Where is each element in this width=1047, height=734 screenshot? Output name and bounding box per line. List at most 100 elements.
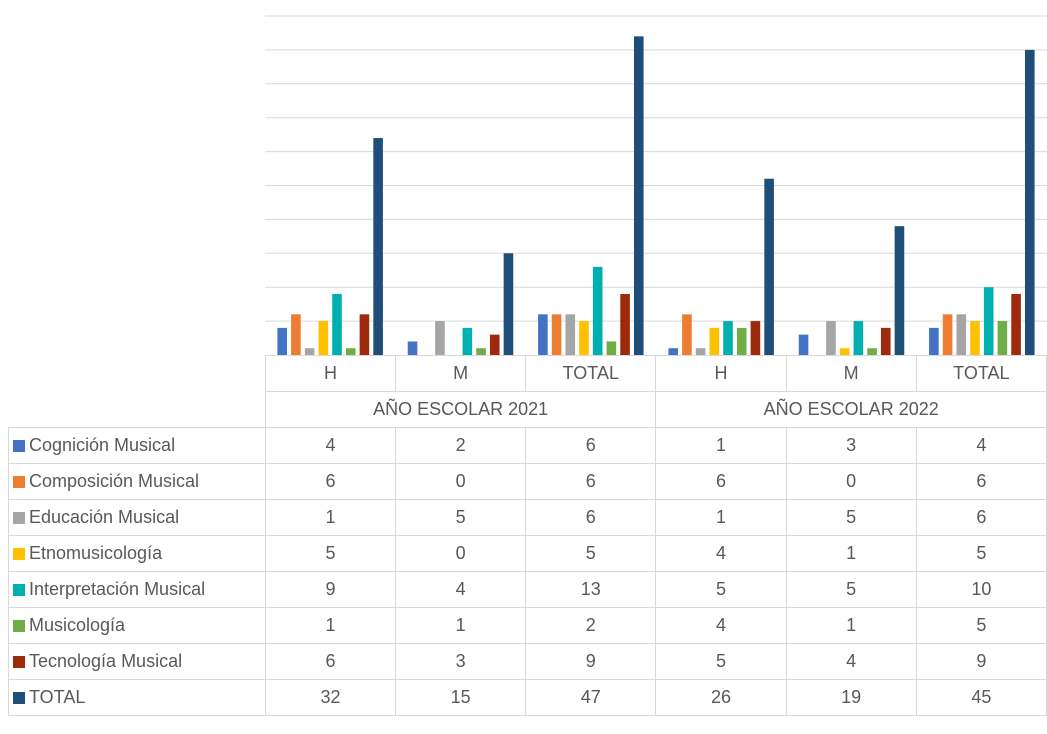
bar xyxy=(592,266,603,355)
bar xyxy=(764,178,774,355)
legend-entry: Tecnología Musical xyxy=(8,643,266,680)
series-label: Etnomusicología xyxy=(29,543,163,563)
bar xyxy=(359,314,370,355)
data-label: 4 xyxy=(264,427,397,464)
data-label: 6 xyxy=(525,499,657,536)
data-label: 45 xyxy=(915,679,1047,716)
table-row: TOTAL 32 15 47 26 19 45 xyxy=(8,679,1047,716)
bar xyxy=(867,348,877,355)
data-label: 19 xyxy=(785,679,917,716)
data-label: 13 xyxy=(525,571,657,608)
x-tick-label: H xyxy=(655,355,787,392)
bar xyxy=(750,321,761,355)
bar xyxy=(853,321,864,355)
data-label: 6 xyxy=(915,463,1047,500)
bar xyxy=(983,287,994,355)
data-label: 1 xyxy=(264,607,397,644)
bar xyxy=(723,321,733,355)
table-row: Musicología 1 1 2 4 1 5 xyxy=(8,607,1047,644)
group-label: AÑO ESCOLAR 2021 xyxy=(264,391,657,428)
series-label: Cognición Musical xyxy=(29,435,176,455)
data-label: 6 xyxy=(525,427,657,464)
data-label: 5 xyxy=(264,535,397,572)
data-label: 32 xyxy=(264,679,397,716)
bar xyxy=(942,314,953,355)
bar xyxy=(668,348,679,355)
bar xyxy=(435,321,445,355)
data-label: 6 xyxy=(525,463,657,500)
data-label: 4 xyxy=(655,535,787,572)
legend-swatch xyxy=(13,656,25,668)
series-label: Interpretación Musical xyxy=(29,579,206,599)
table-row: Etnomusicología 5 0 5 4 1 5 xyxy=(8,535,1047,572)
data-label: 1 xyxy=(395,607,527,644)
series-label: Tecnología Musical xyxy=(29,651,183,671)
bar xyxy=(695,348,706,355)
data-label: 6 xyxy=(915,499,1047,536)
x-tick-label: TOTAL xyxy=(915,355,1047,392)
bar xyxy=(318,321,329,355)
data-label: 1 xyxy=(655,499,787,536)
bar xyxy=(839,348,850,355)
data-label: 2 xyxy=(395,427,527,464)
bar xyxy=(736,327,747,355)
bar xyxy=(345,348,356,355)
data-label: 5 xyxy=(525,535,657,572)
data-label: 26 xyxy=(655,679,787,716)
data-label: 4 xyxy=(785,643,917,680)
bar xyxy=(332,293,342,355)
legend-swatch xyxy=(13,476,25,488)
bar xyxy=(565,314,576,355)
bar xyxy=(1011,293,1021,355)
data-label: 6 xyxy=(264,643,397,680)
data-label: 0 xyxy=(395,463,527,500)
legend-entry: TOTAL xyxy=(8,679,266,716)
bar xyxy=(997,321,1008,355)
table-row: Educación Musical 1 5 6 1 5 6 xyxy=(8,499,1047,536)
data-label: 4 xyxy=(395,571,527,608)
data-label: 5 xyxy=(915,607,1047,644)
data-label: 6 xyxy=(264,463,397,500)
data-label: 1 xyxy=(264,499,397,536)
blank-cell xyxy=(9,356,266,392)
legend-swatch xyxy=(13,512,25,524)
group-label: AÑO ESCOLAR 2022 xyxy=(655,391,1047,428)
blank-cell xyxy=(9,392,266,428)
series-label: Educación Musical xyxy=(29,507,180,527)
legend-swatch xyxy=(13,548,25,560)
legend-entry: Composición Musical xyxy=(8,463,266,500)
data-label: 4 xyxy=(655,607,787,644)
bar xyxy=(970,321,980,355)
legend-entry: Interpretación Musical xyxy=(8,571,266,608)
bar xyxy=(489,334,500,355)
bar xyxy=(1024,49,1035,356)
axis-row: H M TOTAL H M TOTAL xyxy=(9,355,1047,392)
data-label: 47 xyxy=(525,679,657,716)
data-label: 5 xyxy=(655,571,787,608)
data-label: 2 xyxy=(525,607,657,644)
data-label: 1 xyxy=(655,427,787,464)
bar xyxy=(606,341,617,355)
bar xyxy=(503,253,514,355)
data-label: 0 xyxy=(395,535,527,572)
bar xyxy=(682,314,692,355)
bar xyxy=(826,321,836,355)
table-row: Composición Musical 6 0 6 6 0 6 xyxy=(8,463,1047,500)
x-tick-label: M xyxy=(785,355,917,392)
data-label: 4 xyxy=(915,427,1047,464)
bar xyxy=(633,36,644,356)
data-label: 0 xyxy=(785,463,917,500)
bar xyxy=(304,348,315,355)
data-label: 5 xyxy=(785,571,917,608)
x-tick-label: M xyxy=(395,355,527,392)
bar xyxy=(798,334,809,355)
bar xyxy=(538,314,548,355)
data-label: 5 xyxy=(655,643,787,680)
bar xyxy=(291,314,301,355)
bar xyxy=(476,348,486,355)
legend-entry: Etnomusicología xyxy=(8,535,266,572)
bar xyxy=(620,293,630,355)
bar xyxy=(407,341,418,355)
data-label: 6 xyxy=(655,463,787,500)
legend-entry: Musicología xyxy=(8,607,266,644)
